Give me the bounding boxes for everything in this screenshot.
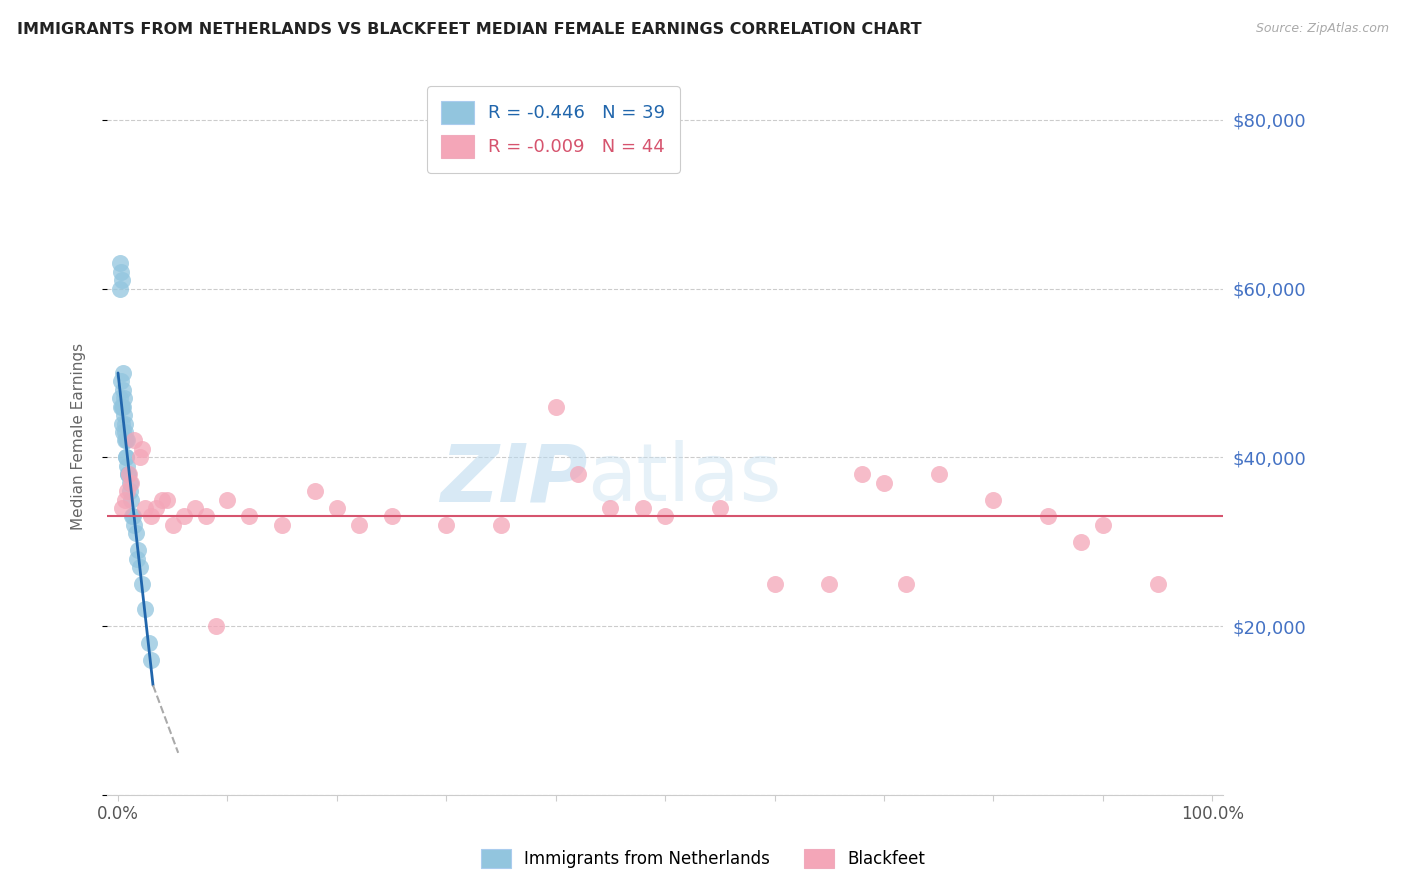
Point [544, 400, 567, 414]
Point [111, 400, 134, 414]
Point [271, 517, 294, 532]
Point [115, 450, 138, 465]
Point [145, 501, 167, 516]
Point [156, 492, 179, 507]
Text: ZIP: ZIP [440, 441, 586, 518]
Point [162, 517, 184, 532]
Point [111, 366, 134, 380]
Point [489, 517, 512, 532]
Point [129, 560, 152, 574]
Point [110, 375, 132, 389]
Point [134, 501, 156, 516]
Text: Source: ZipAtlas.com: Source: ZipAtlas.com [1256, 22, 1389, 36]
Point [117, 458, 139, 473]
Point [111, 273, 134, 287]
Text: IMMIGRANTS FROM NETHERLANDS VS BLACKFEET MEDIAN FEMALE EARNINGS CORRELATION CHAR: IMMIGRANTS FROM NETHERLANDS VS BLACKFEET… [17, 22, 921, 37]
Point [134, 602, 156, 616]
Point [1146, 577, 1168, 591]
Point [347, 517, 370, 532]
Point [114, 425, 136, 439]
Point [108, 256, 131, 270]
Legend: Immigrants from Netherlands, Blackfeet: Immigrants from Netherlands, Blackfeet [474, 842, 932, 875]
Point [112, 391, 135, 405]
Point [129, 450, 152, 465]
Point [138, 636, 160, 650]
Point [114, 434, 136, 448]
Point [631, 501, 654, 516]
Point [983, 492, 1005, 507]
Point [121, 509, 143, 524]
Point [111, 417, 134, 431]
Point [567, 467, 589, 482]
Point [654, 509, 676, 524]
Point [117, 467, 139, 482]
Legend: R = -0.446   N = 39, R = -0.009   N = 44: R = -0.446 N = 39, R = -0.009 N = 44 [427, 87, 681, 172]
Point [131, 442, 153, 456]
Point [114, 492, 136, 507]
Point [115, 450, 138, 465]
Point [851, 467, 873, 482]
Point [818, 577, 841, 591]
Point [139, 653, 162, 667]
Point [114, 434, 136, 448]
Point [108, 281, 131, 295]
Point [124, 434, 146, 448]
Point [114, 417, 136, 431]
Point [326, 501, 349, 516]
Point [205, 619, 228, 633]
Point [111, 501, 134, 516]
Point [120, 492, 142, 507]
Point [125, 551, 148, 566]
Point [183, 501, 205, 516]
Point [115, 484, 138, 499]
Point [118, 475, 141, 490]
Y-axis label: Median Female Earnings: Median Female Earnings [72, 343, 86, 530]
Point [110, 265, 132, 279]
Point [1036, 509, 1059, 524]
Point [1091, 517, 1114, 532]
Point [173, 509, 195, 524]
Point [238, 509, 260, 524]
Text: atlas: atlas [586, 441, 782, 518]
Point [108, 391, 131, 405]
Point [150, 492, 173, 507]
Point [763, 577, 786, 591]
Point [304, 484, 326, 499]
Point [115, 434, 138, 448]
Point [1070, 534, 1092, 549]
Point [928, 467, 950, 482]
Point [894, 577, 917, 591]
Point [121, 509, 143, 524]
Point [139, 509, 162, 524]
Point [111, 400, 134, 414]
Point [873, 475, 896, 490]
Point [125, 526, 148, 541]
Point [110, 400, 132, 414]
Point [112, 383, 135, 397]
Point [120, 475, 142, 490]
Point [127, 543, 149, 558]
Point [709, 501, 731, 516]
Point [194, 509, 217, 524]
Point [217, 492, 239, 507]
Point [131, 577, 153, 591]
Point [380, 509, 402, 524]
Point [118, 484, 141, 499]
Point [124, 517, 146, 532]
Point [112, 408, 135, 422]
Point [599, 501, 621, 516]
Point [112, 425, 135, 439]
Point [117, 467, 139, 482]
Point [434, 517, 457, 532]
Point [118, 467, 141, 482]
